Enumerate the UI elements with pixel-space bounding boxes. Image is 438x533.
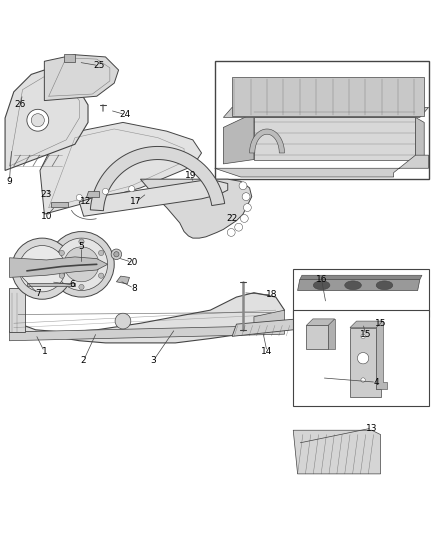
Polygon shape (254, 310, 285, 334)
Polygon shape (10, 288, 25, 332)
Text: 15: 15 (360, 330, 371, 338)
Polygon shape (306, 319, 335, 326)
Polygon shape (350, 321, 383, 328)
Polygon shape (86, 191, 99, 197)
Text: 20: 20 (126, 257, 138, 266)
Bar (293, 310, 428, 406)
Polygon shape (328, 319, 335, 350)
Text: 18: 18 (265, 290, 277, 300)
Text: 17: 17 (130, 197, 142, 206)
Polygon shape (10, 293, 285, 343)
Circle shape (59, 273, 64, 278)
Circle shape (227, 229, 235, 236)
Circle shape (357, 352, 369, 364)
Circle shape (79, 285, 84, 289)
Text: 16: 16 (316, 275, 327, 284)
Polygon shape (44, 55, 119, 101)
Circle shape (242, 193, 250, 200)
Circle shape (239, 182, 247, 190)
Circle shape (102, 188, 109, 195)
Text: 24: 24 (120, 110, 131, 119)
Text: 22: 22 (226, 214, 238, 223)
Polygon shape (376, 321, 387, 389)
Polygon shape (27, 283, 75, 286)
Circle shape (99, 251, 104, 256)
Circle shape (361, 378, 365, 382)
Polygon shape (40, 123, 201, 214)
Text: 1: 1 (42, 347, 47, 356)
Polygon shape (350, 328, 381, 398)
Text: 2: 2 (81, 356, 86, 365)
Text: 15: 15 (375, 319, 386, 328)
Bar (64, 54, 75, 62)
Ellipse shape (376, 281, 393, 289)
Circle shape (361, 334, 365, 338)
Polygon shape (141, 179, 252, 238)
Circle shape (129, 185, 135, 192)
Polygon shape (416, 117, 424, 164)
Ellipse shape (345, 281, 361, 289)
Polygon shape (223, 107, 428, 117)
Polygon shape (51, 202, 68, 207)
Circle shape (19, 246, 65, 292)
Text: 10: 10 (41, 212, 52, 221)
Circle shape (59, 251, 64, 256)
Circle shape (99, 273, 104, 278)
Text: 14: 14 (261, 347, 273, 356)
Text: 19: 19 (185, 171, 196, 180)
Polygon shape (254, 117, 416, 159)
Polygon shape (232, 77, 424, 116)
Text: 9: 9 (7, 177, 12, 186)
Text: 25: 25 (93, 61, 105, 70)
Polygon shape (297, 280, 420, 290)
Polygon shape (215, 155, 428, 177)
Circle shape (244, 204, 251, 212)
Circle shape (76, 195, 82, 200)
Text: 12: 12 (80, 197, 92, 206)
Polygon shape (223, 113, 254, 164)
Polygon shape (293, 430, 381, 474)
Polygon shape (117, 276, 130, 284)
Circle shape (111, 249, 122, 260)
Circle shape (115, 313, 131, 329)
Circle shape (235, 223, 243, 231)
Circle shape (64, 247, 99, 282)
Text: 8: 8 (131, 284, 137, 293)
Circle shape (79, 239, 84, 244)
Circle shape (240, 215, 248, 222)
Circle shape (114, 252, 119, 257)
Bar (215, 61, 428, 179)
Text: 3: 3 (151, 356, 156, 365)
Polygon shape (306, 326, 328, 350)
Circle shape (55, 238, 108, 290)
Circle shape (12, 238, 73, 299)
Polygon shape (232, 319, 297, 336)
Polygon shape (5, 66, 88, 171)
Polygon shape (10, 257, 108, 277)
Circle shape (27, 109, 49, 131)
Text: 6: 6 (70, 280, 76, 289)
Polygon shape (300, 275, 422, 280)
Text: 13: 13 (366, 424, 378, 433)
Text: 23: 23 (41, 190, 52, 199)
Polygon shape (250, 129, 285, 153)
Circle shape (49, 231, 114, 297)
Text: 4: 4 (373, 378, 379, 387)
Bar (293, 269, 428, 317)
Text: 5: 5 (78, 243, 85, 252)
Text: 7: 7 (35, 289, 41, 298)
Ellipse shape (313, 281, 330, 289)
Polygon shape (90, 147, 225, 211)
Polygon shape (79, 179, 228, 216)
Text: 26: 26 (14, 100, 26, 109)
Circle shape (31, 114, 44, 127)
Polygon shape (10, 326, 285, 341)
